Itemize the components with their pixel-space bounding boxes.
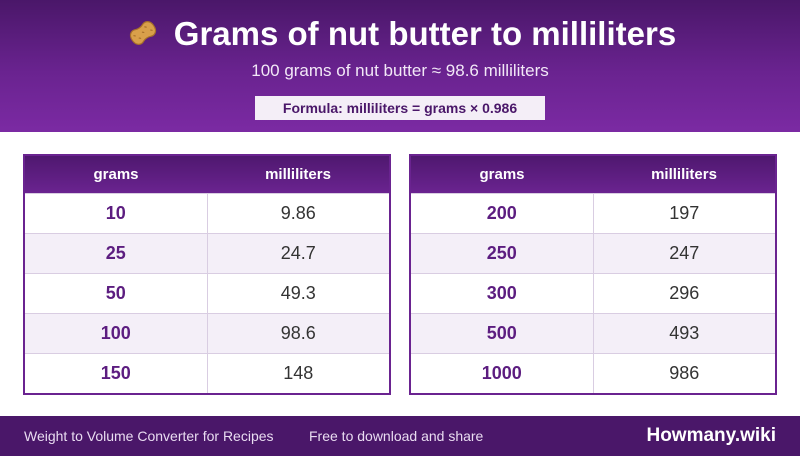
peanut-icon [129,21,156,46]
table-row: 500 493 [410,313,776,354]
header-banner: Grams of nut butter to milliliters 100 g… [0,0,800,132]
table-row: 150 148 [24,353,390,394]
grams-cell: 50 [24,273,208,314]
column-header-grams: grams [24,155,207,194]
table-header-row: grams milliliters [24,155,390,194]
formula-badge: Formula: milliliters = grams × 0.986 [255,96,545,120]
footer-converter-text: Weight to Volume Converter for Recipes [24,428,274,444]
milliliters-cell: 9.86 [207,193,390,234]
milliliters-cell: 247 [593,233,776,274]
grams-cell: 10 [24,193,208,234]
grams-cell: 250 [410,233,594,274]
footer-bar: Weight to Volume Converter for Recipes F… [0,416,800,456]
column-header-milliliters: milliliters [593,155,776,194]
table-row: 250 247 [410,233,776,274]
title-text: Grams of nut butter to milliliters [173,15,677,52]
brand-link[interactable]: Howmany.wiki [646,425,776,446]
grams-cell: 25 [24,233,208,274]
grams-cell: 150 [24,353,208,394]
milliliters-cell: 197 [593,193,776,234]
conversion-table-right: grams milliliters 200 197 250 247 300 29… [409,154,777,395]
milliliters-cell: 493 [593,313,776,354]
table-row: 300 296 [410,273,776,314]
column-header-grams: grams [410,155,593,194]
grams-cell: 200 [410,193,594,234]
grams-cell: 1000 [410,353,594,394]
grams-cell: 500 [410,313,594,354]
milliliters-cell: 49.3 [207,273,390,314]
table-row: 10 9.86 [24,193,390,234]
page-title: Grams of nut butter to milliliters [0,12,800,56]
milliliters-cell: 296 [593,273,776,314]
conversion-table-left: grams milliliters 10 9.86 25 24.7 50 49.… [23,154,391,395]
table-row: 25 24.7 [24,233,390,274]
milliliters-cell: 98.6 [207,313,390,354]
column-header-milliliters: milliliters [207,155,390,194]
subtitle: 100 grams of nut butter ≈ 98.6 millilite… [251,61,549,80]
milliliters-cell: 148 [207,353,390,394]
table-header-row: grams milliliters [410,155,776,194]
footer-share-text: Free to download and share [309,428,484,444]
table-row: 1000 986 [410,353,776,394]
milliliters-cell: 986 [593,353,776,394]
table-row: 100 98.6 [24,313,390,354]
grams-cell: 100 [24,313,208,354]
grams-cell: 300 [410,273,594,314]
milliliters-cell: 24.7 [207,233,390,274]
table-row: 200 197 [410,193,776,234]
table-row: 50 49.3 [24,273,390,314]
